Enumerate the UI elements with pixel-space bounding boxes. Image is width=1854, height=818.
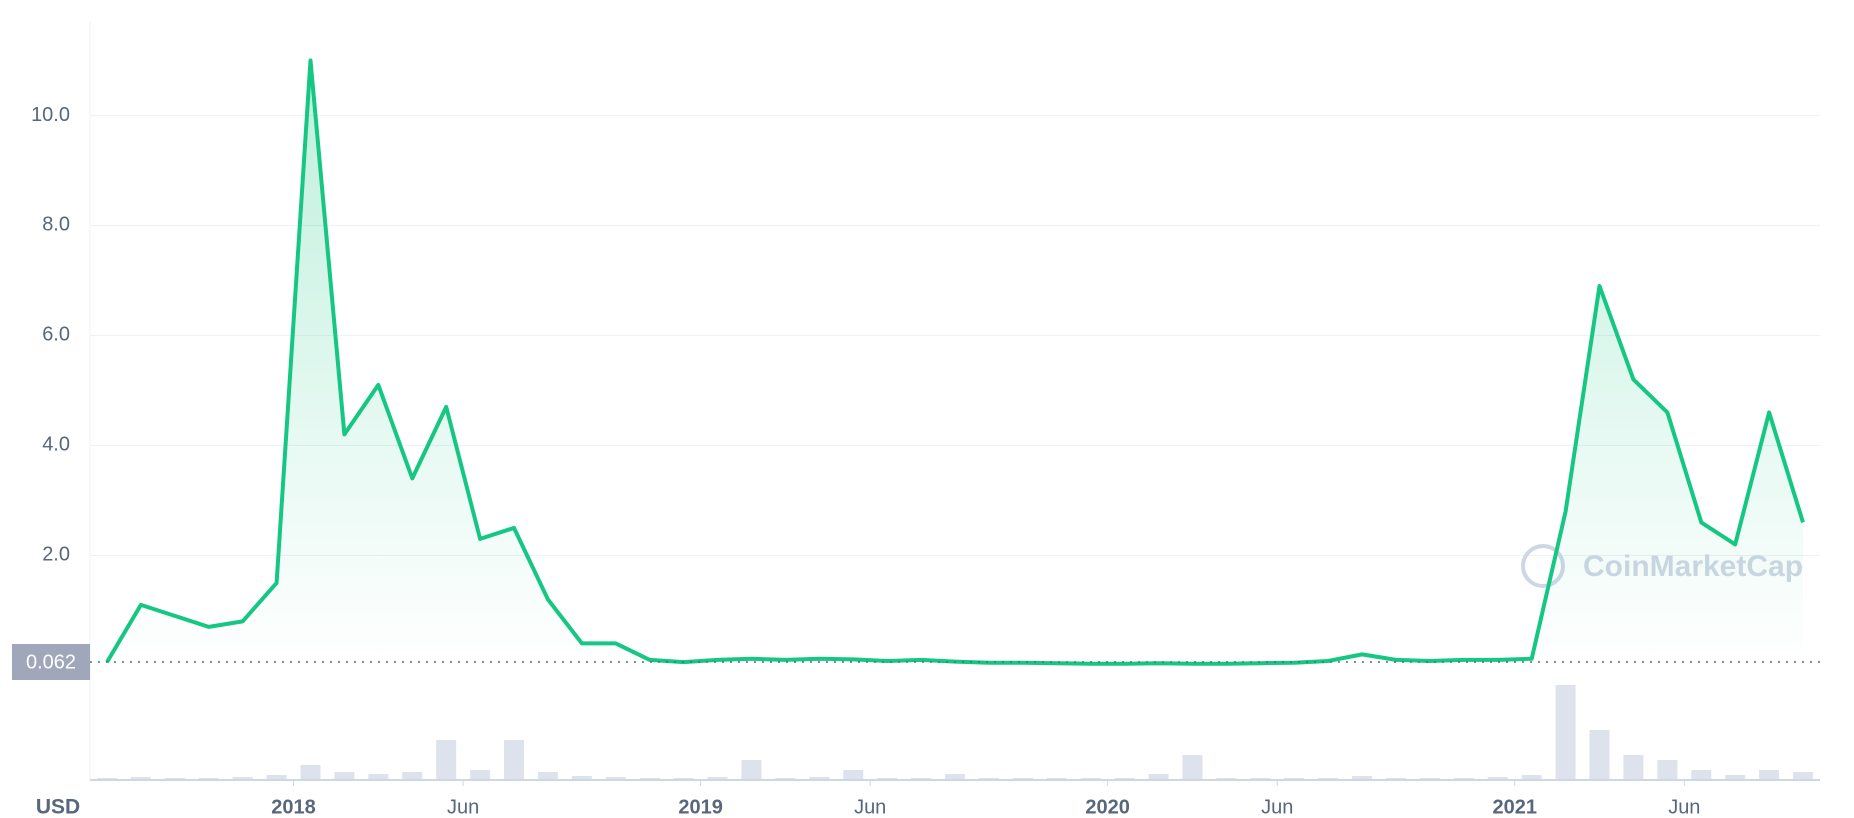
volume-bar [537,772,558,780]
volume-bar [1352,776,1373,780]
volume-bar [130,777,151,780]
y-tick-label: 10.0 [31,104,70,126]
volume-bar [741,760,762,780]
price-area [107,60,1803,666]
volume-bar [945,774,965,780]
y-tick-label: 6.0 [42,324,70,346]
volume-bar [1555,685,1576,780]
x-tick-label: Jun [1668,796,1700,818]
y-tick-label: 8.0 [42,214,70,236]
volume-bar [232,777,253,780]
volume-bar [1148,774,1169,780]
volume-bar [1759,770,1780,780]
volume-bar [504,740,525,780]
volume-bar [334,772,355,780]
x-tick-label: Jun [854,796,886,818]
volume-bar [571,776,592,780]
volume-bar [1521,775,1542,780]
x-tick-label: 2018 [271,796,316,818]
volume-bar [605,777,626,780]
volume-bar [1623,755,1644,780]
volume-bar [1487,777,1508,780]
x-tick-label: 2021 [1492,796,1537,818]
volume-bar [368,774,389,780]
x-tick-label: Jun [447,796,479,818]
current-price-label: 0.062 [26,651,76,673]
volume-bar [1725,775,1746,780]
volume-bar [1793,772,1814,780]
volume-bar [809,777,830,780]
volume-bar [470,770,491,780]
volume-bar [843,770,864,780]
volume-bar [300,765,321,780]
volume-bar [1657,760,1678,780]
current-price-box [12,643,90,680]
volume-bar [1691,770,1712,780]
y-tick-label: 4.0 [42,434,70,456]
currency-label: USD [36,796,80,818]
volume-bar [707,777,728,780]
x-tick-label: Jun [1261,796,1293,818]
y-tick-label: 2.0 [42,544,70,566]
volume-bar [1589,730,1610,780]
x-tick-label: 2020 [1085,796,1130,818]
volume-bar [1182,755,1203,780]
x-tick-label: 2019 [678,796,723,818]
volume-bar [402,772,423,780]
volume-bar [436,740,457,780]
volume-bar [266,775,287,780]
